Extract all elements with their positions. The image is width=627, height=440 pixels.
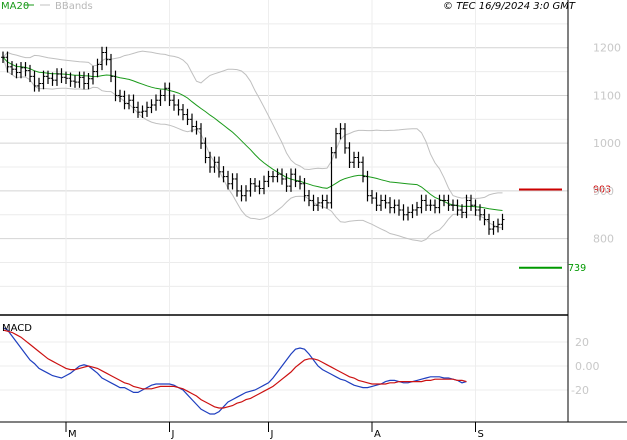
price-axis-labels: 1200 1100 1000 900 800 xyxy=(593,42,621,246)
price-levels: 903 739 xyxy=(519,184,611,274)
copyright-timestamp: © TEC 16/9/2024 3:0 GMT xyxy=(443,1,576,12)
macd-title: MACD xyxy=(2,323,32,334)
price-tick-label-3: 900 xyxy=(593,185,614,198)
macd-tick-label-1: 0.00 xyxy=(575,360,600,373)
price-bars xyxy=(1,46,505,235)
time-tick-label-4: S xyxy=(478,429,484,440)
macd-panel-lines xyxy=(0,327,568,415)
price-tick-label-4: 800 xyxy=(593,233,614,246)
time-tick-label-1: J xyxy=(171,429,175,440)
time-tick-label-0: M xyxy=(68,429,77,440)
ma20-legend-label: MA20 xyxy=(1,1,29,12)
macd-line xyxy=(2,327,467,415)
time-tick-label-2: J xyxy=(270,429,274,440)
signal-line xyxy=(2,329,467,409)
macd-axis-labels: 20 0.00 -20 xyxy=(571,336,600,397)
bband-lower-line xyxy=(2,57,503,242)
bbands-legend-label: BBands xyxy=(55,1,93,12)
macd-tick-label-2: -20 xyxy=(571,384,589,397)
price-tick-label-0: 1200 xyxy=(593,42,621,55)
bollinger-bands xyxy=(2,50,503,242)
support-label: 739 xyxy=(568,263,586,274)
ma20-line xyxy=(2,56,503,211)
time-tick-label-3: A xyxy=(374,429,381,440)
bband-upper-line xyxy=(2,50,503,200)
ma20-path xyxy=(2,56,503,211)
resistance-label: 903 xyxy=(593,184,611,195)
macd-tick-label-0: 20 xyxy=(575,336,589,349)
price-tick-label-1: 1100 xyxy=(593,89,621,102)
price-tick-label-2: 1000 xyxy=(593,137,621,150)
